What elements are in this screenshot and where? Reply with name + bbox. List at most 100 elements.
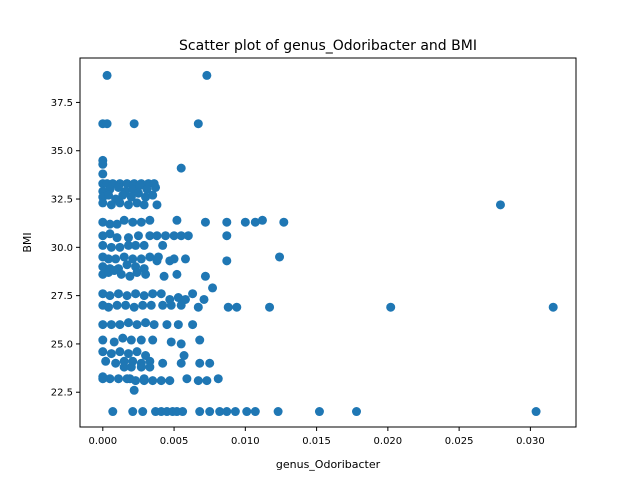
data-point bbox=[158, 358, 168, 368]
data-point bbox=[158, 300, 168, 310]
data-point bbox=[133, 188, 143, 198]
data-point bbox=[145, 231, 155, 241]
data-point bbox=[98, 169, 108, 179]
data-point bbox=[132, 320, 142, 330]
data-point bbox=[125, 271, 135, 281]
data-point bbox=[148, 190, 158, 200]
chart-title: Scatter plot of genus_Odoribacter and BM… bbox=[179, 38, 477, 54]
data-point bbox=[180, 254, 190, 264]
data-point bbox=[182, 374, 192, 384]
data-point bbox=[195, 335, 205, 345]
data-point bbox=[250, 217, 260, 227]
data-point bbox=[98, 240, 108, 250]
data-point bbox=[145, 362, 155, 372]
data-point bbox=[265, 302, 275, 312]
data-point bbox=[105, 291, 115, 301]
data-point bbox=[126, 362, 136, 372]
data-point bbox=[242, 407, 252, 417]
data-point bbox=[152, 256, 162, 266]
data-point bbox=[173, 293, 183, 303]
data-point bbox=[115, 347, 125, 357]
data-point bbox=[179, 351, 189, 361]
data-point bbox=[133, 231, 143, 241]
data-point bbox=[257, 215, 267, 225]
data-point bbox=[106, 349, 116, 359]
data-point bbox=[200, 217, 210, 227]
data-point bbox=[273, 407, 283, 417]
data-point bbox=[111, 358, 121, 368]
y-tick-label: 27.5 bbox=[51, 291, 73, 302]
data-point bbox=[151, 182, 161, 192]
data-point bbox=[129, 302, 139, 312]
data-point bbox=[156, 289, 166, 299]
data-point bbox=[132, 267, 142, 277]
x-tick-label: 0.010 bbox=[231, 436, 260, 447]
data-point bbox=[118, 333, 128, 343]
data-point bbox=[141, 318, 151, 328]
data-point bbox=[162, 320, 172, 330]
x-tick-label: 0.015 bbox=[302, 436, 331, 447]
data-point bbox=[548, 302, 558, 312]
y-axis-label: BMI bbox=[21, 232, 34, 252]
data-point bbox=[139, 200, 149, 210]
data-point bbox=[112, 233, 122, 243]
data-point bbox=[129, 385, 139, 395]
data-point bbox=[102, 119, 112, 129]
data-point bbox=[128, 407, 138, 417]
data-point bbox=[275, 252, 285, 262]
data-point bbox=[108, 407, 118, 417]
data-point bbox=[136, 254, 146, 264]
data-point bbox=[205, 358, 215, 368]
data-point bbox=[250, 407, 260, 417]
data-point bbox=[158, 240, 168, 250]
data-point bbox=[495, 200, 505, 210]
data-point bbox=[178, 407, 188, 417]
data-point bbox=[112, 300, 122, 310]
data-point bbox=[173, 320, 183, 330]
data-point bbox=[199, 294, 209, 304]
data-point bbox=[200, 271, 210, 281]
y-tick-label: 32.5 bbox=[51, 195, 73, 206]
data-point bbox=[106, 242, 116, 252]
data-point bbox=[279, 217, 289, 227]
data-point bbox=[193, 119, 203, 129]
data-point bbox=[138, 407, 148, 417]
data-point bbox=[166, 300, 176, 310]
data-point bbox=[213, 374, 223, 384]
data-point bbox=[122, 179, 132, 189]
data-point bbox=[129, 119, 139, 129]
data-point bbox=[105, 374, 115, 384]
data-point bbox=[172, 215, 182, 225]
data-point bbox=[135, 181, 145, 191]
data-point bbox=[145, 252, 155, 262]
data-point bbox=[122, 291, 132, 301]
data-point bbox=[112, 219, 122, 229]
data-point bbox=[105, 229, 115, 239]
data-point bbox=[159, 271, 169, 281]
data-point bbox=[118, 190, 128, 200]
data-point bbox=[223, 302, 233, 312]
plot-area-frame bbox=[79, 57, 577, 428]
data-point bbox=[138, 300, 148, 310]
data-point bbox=[386, 302, 396, 312]
data-point bbox=[98, 198, 108, 208]
x-axis-label: genus_Odoribacter bbox=[276, 458, 381, 471]
data-point bbox=[132, 198, 142, 208]
data-point bbox=[156, 376, 166, 386]
data-point bbox=[208, 283, 218, 293]
data-point bbox=[106, 320, 116, 330]
data-point bbox=[193, 376, 203, 386]
data-point bbox=[136, 217, 146, 227]
data-point bbox=[119, 252, 129, 262]
data-point bbox=[215, 407, 225, 417]
data-point bbox=[352, 407, 362, 417]
data-point bbox=[98, 262, 108, 272]
data-point bbox=[111, 254, 121, 264]
data-point bbox=[145, 215, 155, 225]
data-point bbox=[165, 376, 175, 386]
data-point bbox=[195, 358, 205, 368]
y-tick-label: 22.5 bbox=[51, 388, 73, 399]
data-point bbox=[222, 256, 232, 266]
data-point bbox=[123, 240, 133, 250]
data-point bbox=[193, 302, 203, 312]
